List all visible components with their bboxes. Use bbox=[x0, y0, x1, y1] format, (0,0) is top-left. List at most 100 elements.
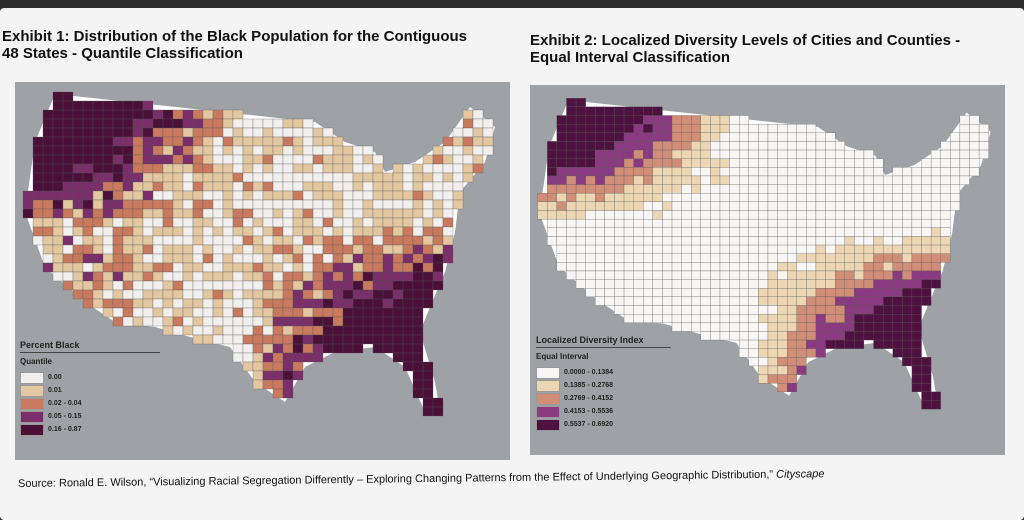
county-cell bbox=[122, 262, 134, 273]
county-cell bbox=[262, 262, 274, 273]
county-cell bbox=[537, 193, 548, 203]
county-cell bbox=[719, 313, 730, 323]
county-cell bbox=[372, 253, 384, 264]
county-cell bbox=[262, 280, 274, 291]
county-cell bbox=[748, 288, 759, 298]
county-cell bbox=[835, 253, 845, 263]
county-cell bbox=[911, 348, 922, 358]
county-cell bbox=[739, 288, 749, 298]
county-cell bbox=[796, 365, 807, 375]
county-cell bbox=[623, 262, 634, 272]
county-cell bbox=[911, 175, 922, 185]
county-cell bbox=[362, 190, 374, 201]
county-cell bbox=[585, 262, 596, 272]
county-cell bbox=[142, 298, 154, 309]
county-cell bbox=[575, 270, 586, 280]
county-cell bbox=[691, 305, 701, 315]
county-cell bbox=[402, 244, 414, 255]
county-cell bbox=[272, 181, 284, 192]
county-cell bbox=[162, 298, 174, 309]
county-cell bbox=[242, 199, 254, 210]
county-cell bbox=[152, 235, 164, 246]
county-cell bbox=[172, 208, 184, 219]
county-cell bbox=[902, 167, 913, 177]
county-cell bbox=[911, 184, 922, 194]
county-cell bbox=[362, 244, 374, 255]
county-cell bbox=[362, 217, 374, 228]
county-cell bbox=[282, 172, 294, 183]
county-cell bbox=[623, 158, 634, 168]
county-cell bbox=[921, 193, 932, 203]
county-cell bbox=[82, 208, 94, 219]
county-cell bbox=[815, 288, 826, 298]
county-cell bbox=[700, 296, 711, 306]
county-cell bbox=[710, 123, 721, 133]
county-cell bbox=[212, 118, 224, 129]
county-cell bbox=[671, 123, 682, 133]
county-cell bbox=[633, 175, 644, 185]
county-cell bbox=[272, 334, 284, 345]
county-cell bbox=[292, 244, 304, 255]
county-cell bbox=[322, 163, 334, 174]
county-cell bbox=[911, 218, 922, 228]
county-cell bbox=[272, 298, 284, 309]
legend-label: 0.16 - 0.87 bbox=[48, 426, 82, 433]
county-cell bbox=[729, 184, 740, 194]
county-cell bbox=[222, 127, 234, 138]
county-cell bbox=[854, 227, 865, 237]
county-cell bbox=[362, 181, 374, 192]
county-cell bbox=[767, 218, 778, 228]
county-cell bbox=[902, 175, 913, 185]
county-cell bbox=[681, 262, 692, 272]
county-cell bbox=[412, 379, 424, 390]
county-cell bbox=[892, 236, 903, 246]
county-cell bbox=[232, 262, 244, 273]
county-cell bbox=[691, 149, 701, 159]
county-cell bbox=[272, 208, 284, 219]
county-cell bbox=[432, 280, 444, 291]
county-cell bbox=[585, 193, 596, 203]
county-cell bbox=[462, 118, 474, 129]
county-cell bbox=[940, 141, 951, 151]
county-cell bbox=[902, 227, 913, 237]
county-cell bbox=[352, 217, 364, 228]
county-cell bbox=[92, 127, 104, 138]
county-cell bbox=[643, 132, 653, 142]
county-cell bbox=[202, 253, 214, 264]
county-cell bbox=[212, 244, 224, 255]
county-cell bbox=[192, 154, 204, 165]
county-cell bbox=[806, 296, 817, 306]
county-cell bbox=[262, 334, 274, 345]
county-cell bbox=[806, 167, 817, 177]
county-cell bbox=[322, 136, 334, 147]
county-cell bbox=[844, 244, 855, 254]
county-cell bbox=[112, 118, 124, 129]
county-cell bbox=[442, 217, 454, 228]
county-cell bbox=[222, 136, 234, 147]
county-cell bbox=[585, 210, 596, 220]
county-cell bbox=[442, 181, 454, 192]
county-cell bbox=[62, 145, 74, 156]
county-cell bbox=[710, 270, 721, 280]
county-cell bbox=[595, 193, 605, 203]
county-cell bbox=[272, 136, 284, 147]
county-cell bbox=[815, 132, 826, 142]
county-cell bbox=[547, 167, 558, 177]
county-cell bbox=[767, 210, 778, 220]
county-cell bbox=[462, 145, 474, 156]
legend-swatch bbox=[536, 392, 560, 405]
county-cell bbox=[172, 163, 184, 174]
county-cell bbox=[777, 365, 788, 375]
county-cell bbox=[472, 127, 484, 138]
county-cell bbox=[547, 193, 558, 203]
county-cell bbox=[152, 226, 164, 237]
county-cell bbox=[614, 123, 625, 133]
county-cell bbox=[372, 235, 384, 246]
county-cell bbox=[806, 227, 817, 237]
county-cell bbox=[547, 236, 558, 246]
county-cell bbox=[82, 154, 94, 165]
county-cell bbox=[815, 331, 826, 341]
county-cell bbox=[854, 167, 865, 177]
county-cell bbox=[643, 279, 653, 289]
county-cell bbox=[182, 181, 194, 192]
